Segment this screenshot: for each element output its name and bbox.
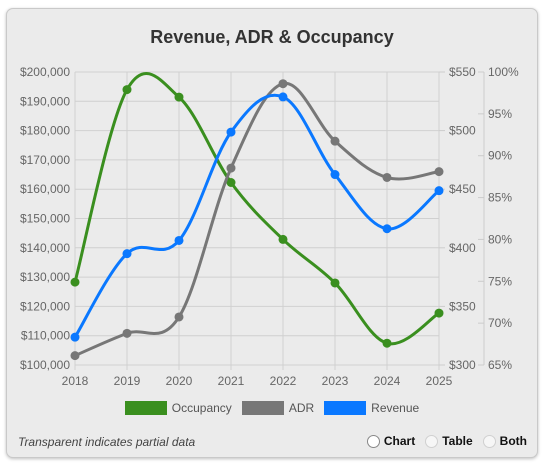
legend-item-revenue[interactable]: Revenue [324,401,419,415]
x-tick-label: 2020 [166,374,193,388]
legend-swatch-revenue [324,401,367,415]
legend-item-occupancy[interactable]: Occupancy [124,401,232,415]
y-tick-label-revenue: $140,000 [20,241,70,255]
data-point-occupancy [330,278,340,288]
y-tick-label-revenue: $110,000 [21,329,70,343]
data-point-adr [174,312,184,322]
y-tick-label-adr: $300 [449,358,476,372]
x-tick-label: 2022 [270,374,297,388]
data-point-revenue [330,170,340,180]
y-tick-label-adr: $550 [449,65,476,79]
x-tick-label: 2024 [374,374,401,388]
data-point-revenue [434,186,444,196]
radio-button-table[interactable] [425,434,439,448]
y-tick-label-occupancy: 95% [488,107,512,121]
data-point-adr [382,172,392,182]
chart-legend: Occupancy ADR Revenue [7,401,537,415]
legend-item-adr[interactable]: ADR [241,401,315,415]
legend-label-occupancy: Occupancy [171,401,232,415]
data-point-occupancy [434,308,444,318]
radio-button-chart[interactable] [366,434,380,448]
data-point-revenue [278,92,288,102]
legend-label-revenue: Revenue [371,401,420,415]
y-tick-label-occupancy: 90% [488,149,512,163]
y-tick-label-adr: $450 [449,182,476,196]
x-tick-label: 2025 [426,374,453,388]
data-point-adr [226,163,236,173]
data-point-occupancy [122,85,132,95]
radio-button-both[interactable] [482,434,496,448]
y-tick-label-revenue: $170,000 [20,153,70,167]
data-point-occupancy [226,178,236,188]
y-tick-label-occupancy: 80% [488,232,512,246]
y-tick-label-revenue: $100,000 [20,358,70,372]
data-point-adr [122,328,132,338]
data-point-adr [434,167,444,177]
view-option-table[interactable]: Table [425,434,473,448]
series-line-revenue [73,93,440,338]
y-tick-label-revenue: $190,000 [20,94,70,108]
data-point-revenue [122,249,132,259]
legend-swatch-occupancy [124,401,167,415]
x-tick-label: 2018 [62,374,89,388]
view-option-chart[interactable]: Chart [366,434,416,448]
legend-swatch-adr [241,401,284,415]
y-tick-label-revenue: $180,000 [20,124,70,138]
y-tick-label-occupancy: 75% [488,274,512,288]
view-option-both[interactable]: Both [482,434,527,448]
partial-data-note: Transparent indicates partial data [18,435,196,449]
chart-card: Revenue, ADR & Occupancy $100,000 $110,00… [6,8,538,458]
y-tick-label-revenue: $160,000 [20,182,70,196]
y-tick-label-occupancy: 70% [488,316,512,330]
x-tick-label: 2021 [218,374,245,388]
data-point-revenue [174,235,184,245]
y-tick-label-adr: $350 [449,299,476,313]
y-tick-label-revenue: $130,000 [20,270,70,284]
y-tick-label-occupancy: 100% [488,65,519,79]
chart-plot: $100,000 $110,000 $120,000 $130,000 $140,000… [20,65,519,388]
view-option-chart-label: Chart [383,434,416,448]
data-point-occupancy [70,277,80,287]
y-tick-label-revenue: $150,000 [20,212,70,226]
data-point-adr [70,351,80,361]
y-tick-label-occupancy: 85% [488,191,512,205]
y-tick-label-revenue: $120,000 [20,299,70,313]
y-tick-label-adr: $500 [449,124,476,138]
series-line-occupancy [73,72,440,346]
data-point-occupancy [174,92,184,102]
data-point-adr [330,136,340,146]
data-point-adr [278,79,288,89]
y-tick-label-revenue: $200,000 [20,65,70,79]
series-line-adr [74,82,440,358]
view-option-table-label: Table [442,434,473,448]
legend-label-adr: ADR [288,401,315,415]
x-tick-label: 2019 [114,374,141,388]
data-point-revenue [382,224,392,234]
y-tick-label-occupancy: 65% [488,358,512,372]
y-tick-label-adr: $400 [449,241,476,255]
data-point-revenue [226,127,236,137]
data-point-revenue [70,332,80,342]
x-tick-label: 2023 [322,374,349,388]
data-point-occupancy [382,338,392,348]
chart-title: Revenue, ADR & Occupancy [150,27,394,47]
view-option-both-label: Both [499,434,527,448]
view-mode-selector: Chart Table Both [366,434,527,448]
data-point-occupancy [278,234,288,244]
